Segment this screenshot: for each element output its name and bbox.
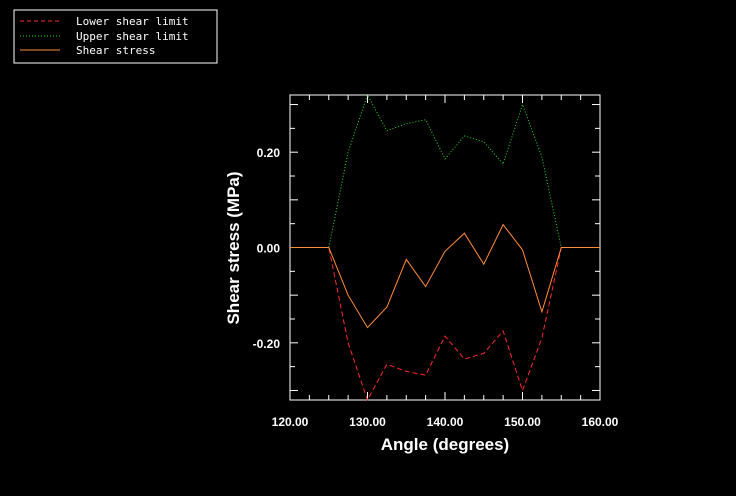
series-line-lower-limit: [290, 247, 600, 402]
legend-label-stress: Shear stress: [76, 44, 155, 57]
legend: Lower shear limit Upper shear limit Shea…: [13, 9, 218, 64]
series-line-upper-limit: [290, 93, 600, 248]
plot-frame: [289, 94, 601, 401]
series-lines: [290, 93, 600, 402]
x-tick-label: 130.00: [349, 415, 386, 429]
legend-label-lower: Lower shear limit: [76, 15, 189, 28]
x-axis-title: Angle (degrees): [381, 435, 509, 454]
y-tick-label: -0.20: [253, 337, 281, 351]
x-tick-label: 140.00: [427, 415, 464, 429]
x-tick-label: 160.00: [582, 415, 619, 429]
y-axis-title: Shear stress (MPa): [224, 171, 243, 324]
legend-label-upper: Upper shear limit: [76, 30, 189, 43]
y-tick-label: 0.00: [257, 242, 281, 256]
x-tick-label: 120.00: [272, 415, 309, 429]
y-tick-label: 0.20: [257, 146, 281, 160]
tick-labels: 120.00 130.00 140.00 150.00 160.00 -0.20 0.00 0…: [253, 146, 619, 429]
tick-marks: [289, 95, 601, 400]
x-tick-label: 150.00: [504, 415, 541, 429]
series-line-shear-stress: [290, 223, 600, 329]
